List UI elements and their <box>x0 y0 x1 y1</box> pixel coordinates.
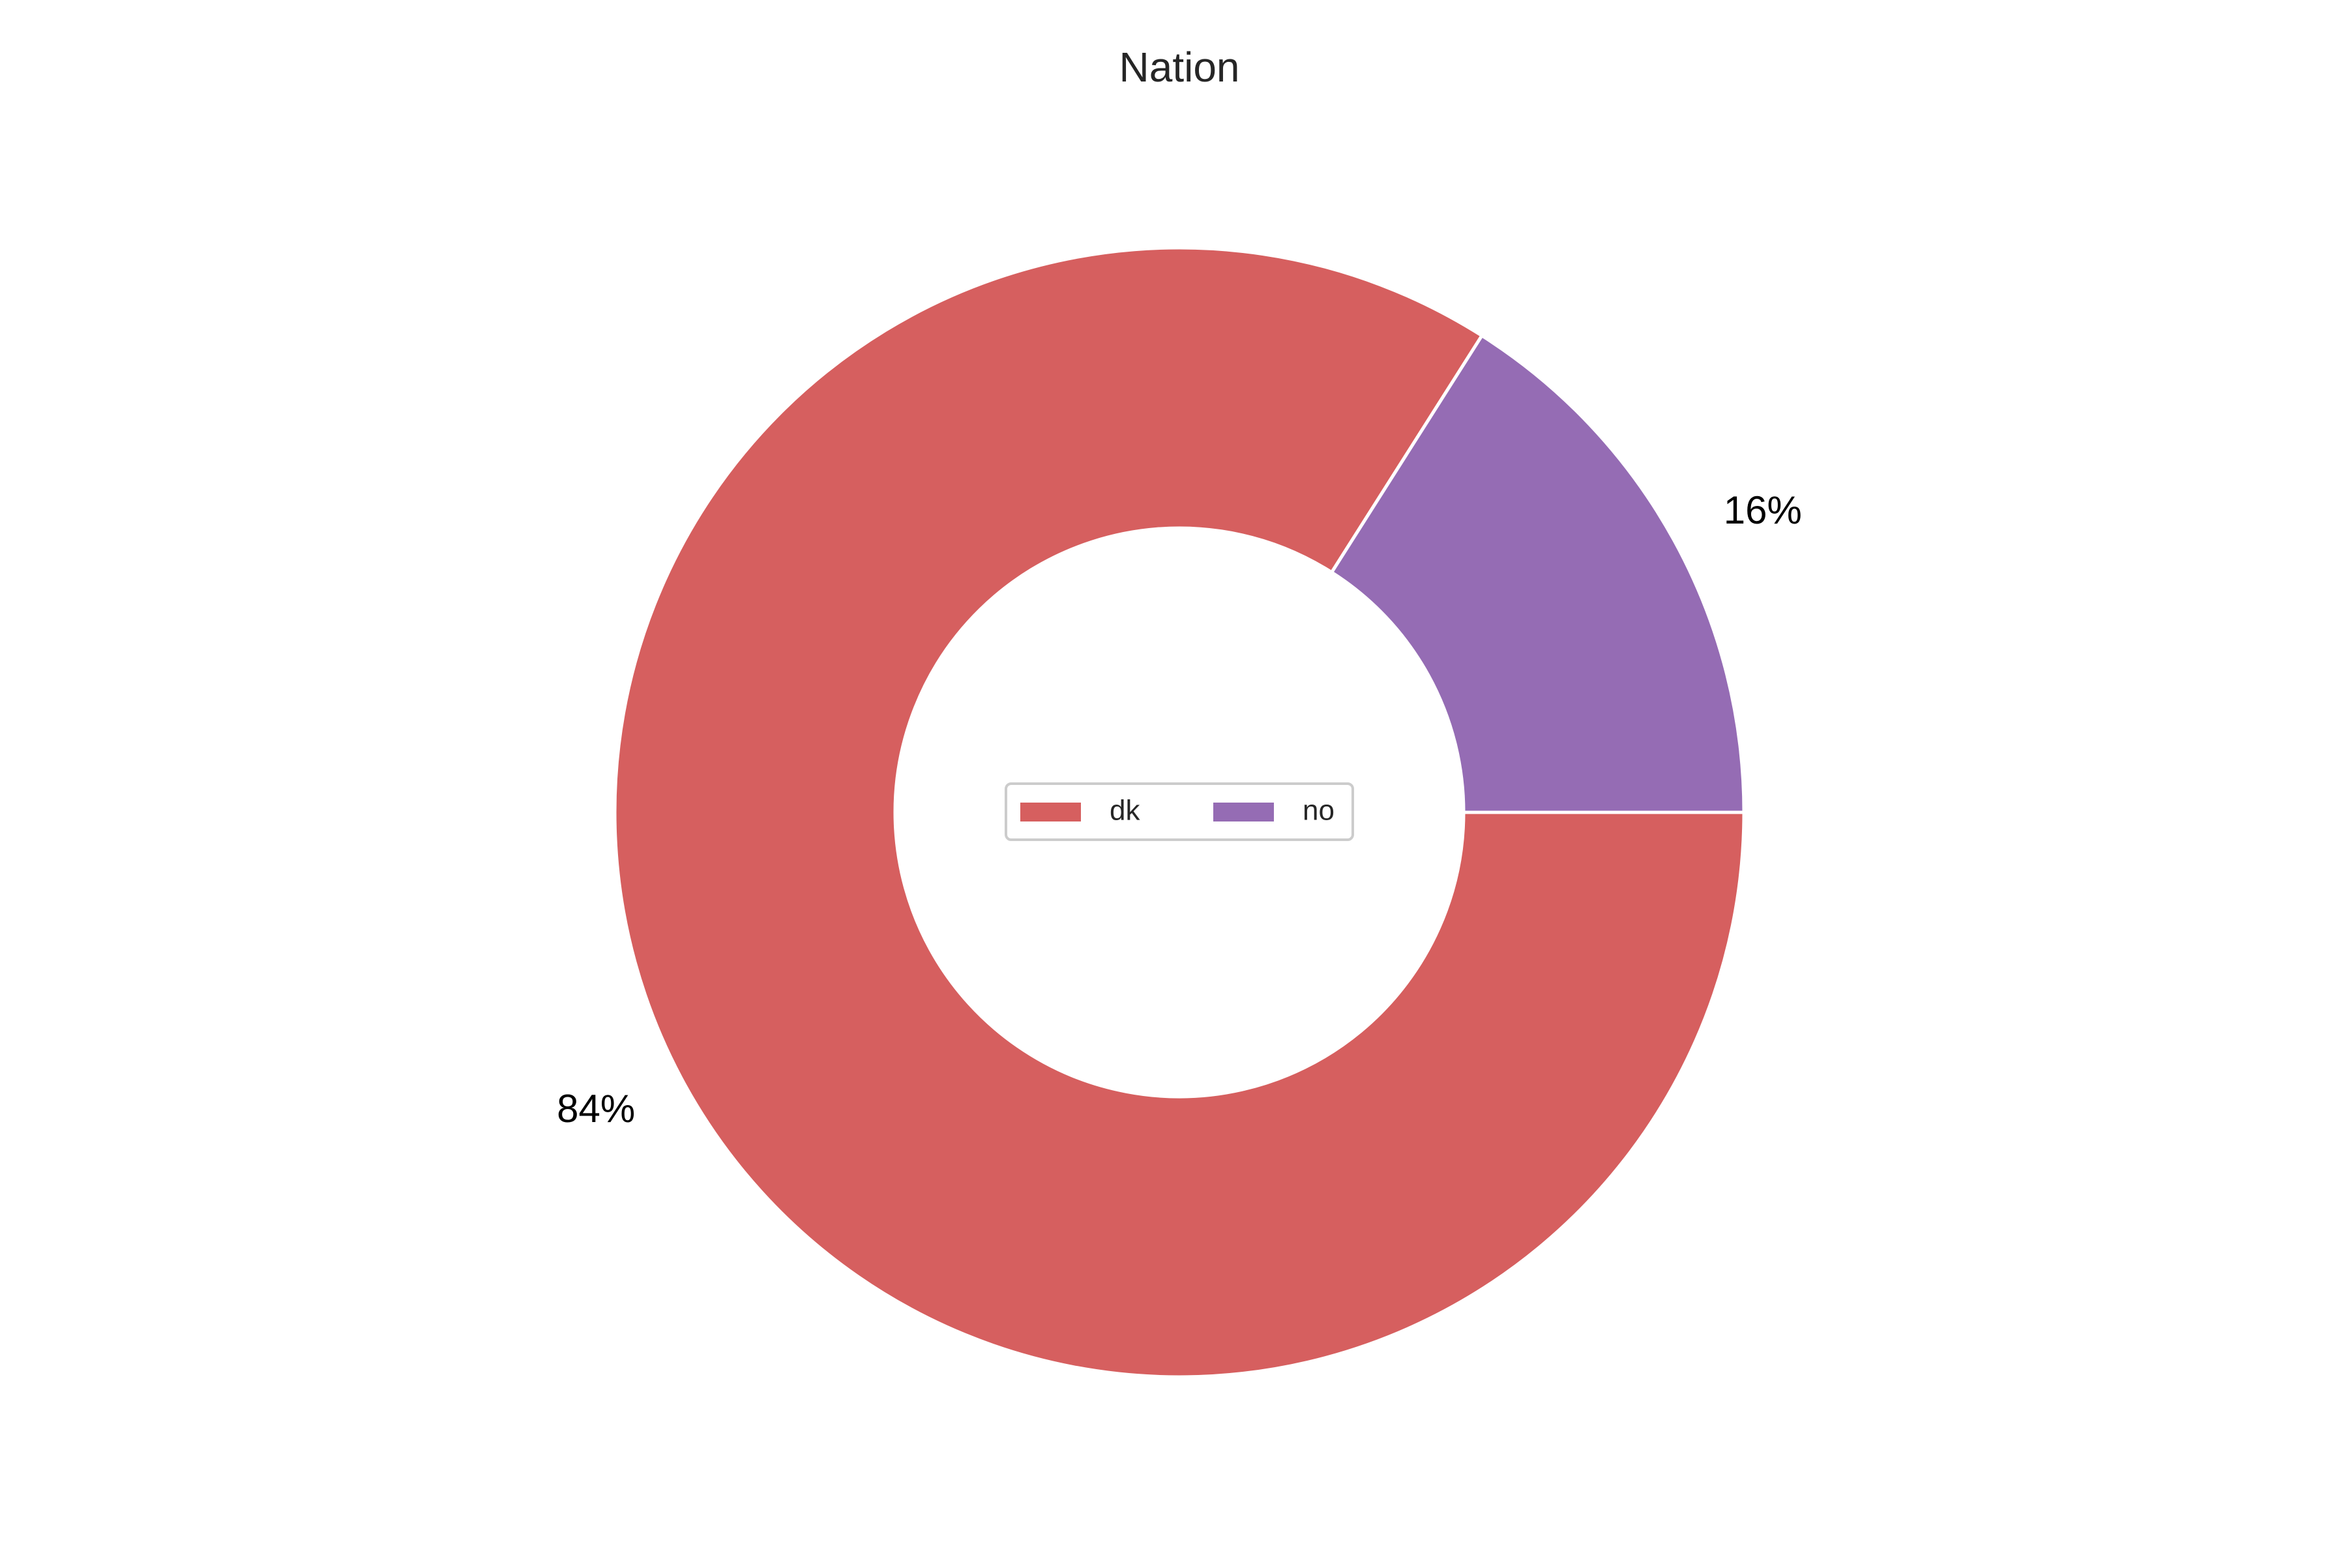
legend-frame <box>1005 782 1354 841</box>
legend-label-no: no <box>1303 795 1335 827</box>
chart-title: Nation <box>1119 44 1240 91</box>
legend-swatch-no <box>1213 803 1274 821</box>
legend-label-dk: dk <box>1110 795 1140 827</box>
slice-no <box>1329 333 1746 814</box>
slice-labels-group: 84% 16% <box>557 488 1802 1131</box>
slices-group <box>613 246 1746 1379</box>
slice-dk <box>613 246 1746 1379</box>
slice-label-dk: 84% <box>557 1087 635 1131</box>
legend: dk no <box>1005 782 1354 841</box>
legend-swatch-dk <box>1020 803 1081 821</box>
slice-label-no: 16% <box>1724 488 1802 532</box>
